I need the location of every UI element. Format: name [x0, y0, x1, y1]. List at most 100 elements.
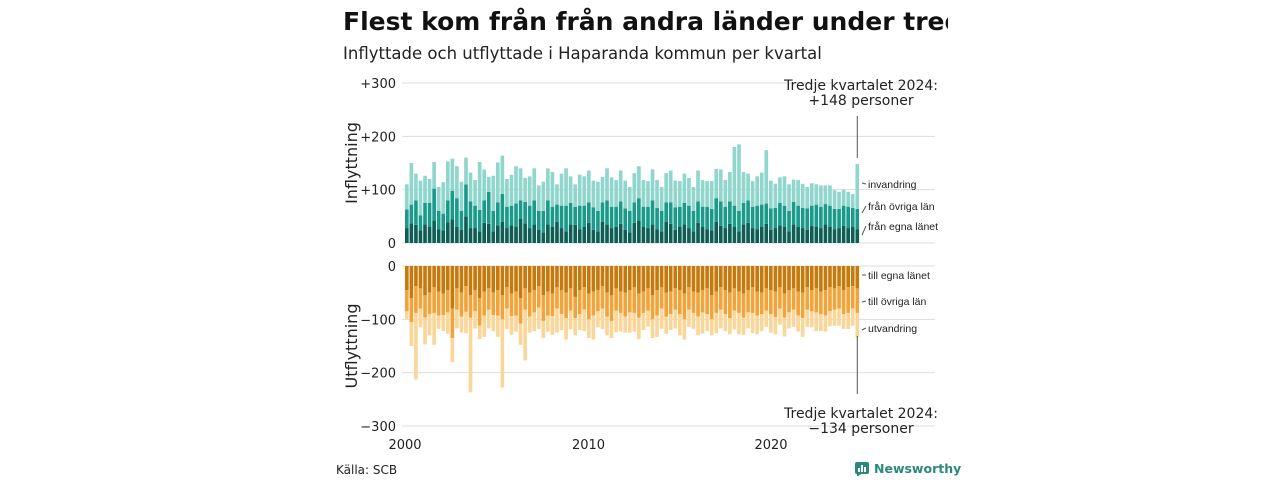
bar-out-2 [664, 316, 668, 334]
bar-out-2 [423, 317, 427, 345]
bar-in-2 [823, 185, 828, 205]
bar-in-0 [427, 227, 432, 243]
bar-out-0 [423, 266, 427, 296]
y-axis-title-bottom: Utflyttning [342, 304, 361, 389]
bar-in-2 [700, 180, 705, 207]
bar-out-2 [814, 312, 819, 332]
bar-in-1 [473, 205, 477, 229]
bar-out-2 [737, 312, 741, 335]
bar-out-2 [464, 311, 468, 334]
bar-out-2 [527, 316, 532, 333]
bar-in-0 [659, 231, 664, 243]
bar-in-0 [541, 232, 546, 243]
bar-in-2 [573, 184, 577, 207]
bar-out-1 [769, 290, 773, 314]
bar-out-0 [668, 266, 673, 292]
bar-in-0 [691, 231, 696, 243]
bar-out-2 [541, 320, 546, 338]
bar-in-2 [414, 173, 418, 201]
bar-in-2 [687, 177, 691, 206]
bar-out-2 [405, 311, 409, 320]
bar-out-0 [791, 266, 796, 289]
bar-in-1 [627, 211, 632, 233]
bar-in-1 [423, 203, 427, 225]
bar-out-0 [728, 266, 732, 293]
bar-out-1 [518, 298, 523, 324]
bar-out-1 [550, 293, 555, 317]
bar-out-1 [596, 290, 600, 312]
bar-in-0 [445, 222, 450, 243]
bar-in-1 [646, 206, 650, 229]
bar-out-0 [591, 266, 596, 292]
bar-in-1 [759, 204, 764, 227]
bar-out-0 [614, 266, 618, 289]
bar-out-2 [678, 314, 682, 336]
bar-in-2 [445, 161, 450, 201]
bar-in-0 [546, 224, 550, 243]
bar-in-0 [496, 225, 500, 243]
bar-in-1 [518, 200, 523, 219]
bar-out-1 [700, 290, 705, 313]
bar-in-2 [637, 166, 641, 199]
bar-in-0 [559, 228, 564, 243]
bar-out-0 [841, 266, 846, 290]
bar-in-1 [700, 206, 705, 227]
bar-out-2 [514, 315, 518, 332]
bar-out-0 [555, 266, 559, 288]
bar-in-2 [555, 184, 559, 205]
bar-in-1 [841, 205, 846, 226]
bar-out-2 [450, 338, 455, 362]
bar-in-2 [577, 174, 582, 206]
bar-out-1 [673, 288, 678, 310]
bar-out-1 [687, 287, 691, 310]
bar-out-2 [546, 315, 550, 332]
bar-out-2 [819, 314, 823, 332]
bar-out-0 [450, 266, 455, 309]
bar-in-0 [459, 229, 464, 243]
bar-out-2 [600, 308, 605, 329]
bar-out-2 [787, 312, 791, 329]
bar-out-0 [696, 266, 700, 293]
bar-in-1 [655, 207, 659, 230]
bar-out-2 [828, 311, 832, 327]
bar-in-1 [450, 190, 455, 220]
bar-out-2 [587, 319, 591, 338]
bar-in-2 [659, 187, 664, 211]
bar-out-2 [632, 312, 637, 332]
bar-in-1 [605, 200, 609, 225]
bar-in-2 [691, 187, 696, 211]
bar-in-0 [750, 228, 755, 243]
bar-in-0 [764, 223, 769, 243]
bar-in-1 [823, 204, 828, 225]
bar-in-2 [509, 174, 514, 206]
bar-in-2 [491, 175, 496, 211]
bar-out-2 [427, 314, 432, 336]
bar-out-1 [527, 292, 532, 317]
bar-in-0 [782, 227, 787, 243]
bar-out-0 [678, 266, 682, 290]
bar-in-1 [573, 206, 577, 225]
bar-in-2 [678, 181, 682, 207]
bar-out-1 [850, 286, 855, 309]
bar-in-1 [587, 202, 591, 223]
legend-label-emigration: utvandring [868, 323, 917, 335]
bar-in-1 [805, 208, 810, 230]
bar-in-2 [627, 187, 632, 211]
bar-in-0 [769, 229, 773, 243]
bar-out-0 [618, 266, 623, 292]
bar-in-2 [427, 179, 432, 203]
bar-in-1 [709, 208, 714, 231]
bar-in-0 [632, 222, 637, 243]
bar-in-1 [691, 211, 696, 232]
bar-in-1 [527, 205, 532, 229]
bar-in-2 [737, 144, 741, 211]
bar-in-0 [573, 224, 577, 243]
bar-in-2 [728, 172, 732, 202]
bar-out-2 [691, 312, 696, 329]
bar-in-1 [582, 205, 587, 227]
bar-in-0 [714, 221, 719, 243]
bar-in-2 [600, 176, 605, 203]
bar-out-1 [650, 295, 655, 320]
bar-in-2 [441, 182, 446, 214]
bar-out-2 [614, 310, 618, 333]
